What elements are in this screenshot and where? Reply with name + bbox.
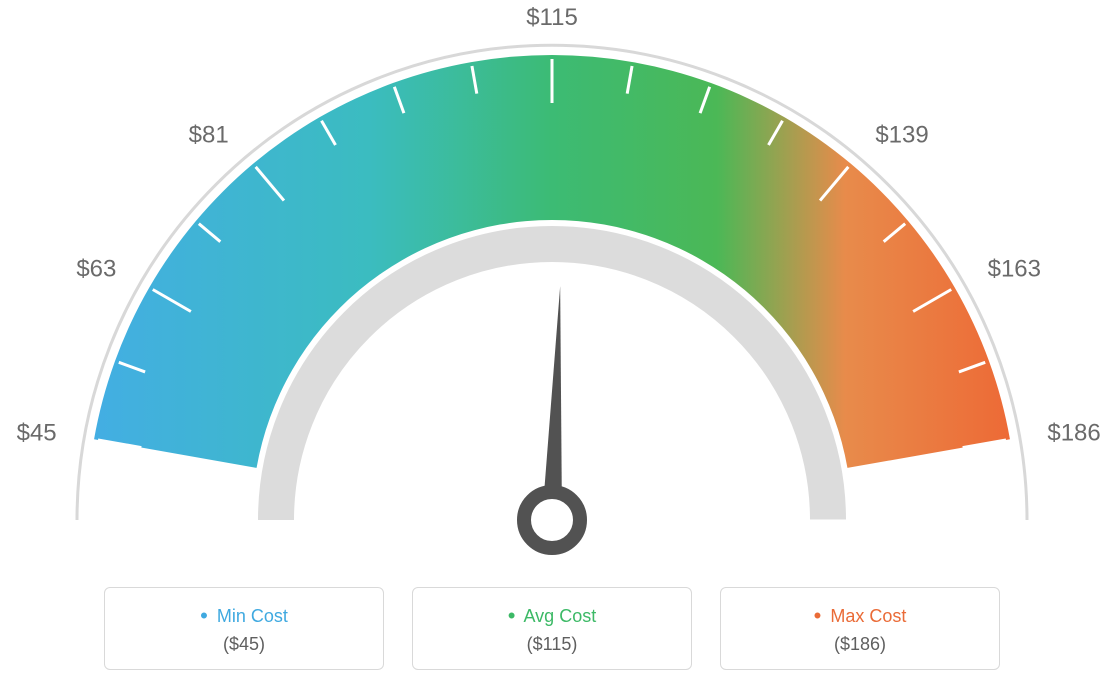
svg-text:$115: $115 xyxy=(526,4,578,31)
legend-card-avg: • Avg Cost ($115) xyxy=(412,587,692,670)
svg-text:$139: $139 xyxy=(875,122,928,149)
cost-gauge-chart: $45 $63 $81 $115 $139 $163 $186 xyxy=(0,0,1104,570)
legend-value-avg: ($115) xyxy=(413,634,691,655)
dot-icon-avg: • xyxy=(508,603,516,628)
svg-text:$63: $63 xyxy=(76,256,116,283)
dot-icon-max: • xyxy=(814,603,822,628)
legend-label-max: Max Cost xyxy=(830,606,906,626)
svg-text:$163: $163 xyxy=(988,256,1041,283)
legend-title-max: • Max Cost xyxy=(721,602,999,628)
legend-value-min: ($45) xyxy=(105,634,383,655)
gauge-svg: $45 $63 $81 $115 $139 $163 $186 xyxy=(0,0,1104,570)
svg-text:$186: $186 xyxy=(1047,420,1100,447)
legend-card-min: • Min Cost ($45) xyxy=(104,587,384,670)
dot-icon-min: • xyxy=(200,603,208,628)
legend-value-max: ($186) xyxy=(721,634,999,655)
svg-text:$45: $45 xyxy=(17,420,57,447)
legend-title-min: • Min Cost xyxy=(105,602,383,628)
legend-label-avg: Avg Cost xyxy=(524,606,597,626)
svg-text:$81: $81 xyxy=(189,122,229,149)
legend-card-max: • Max Cost ($186) xyxy=(720,587,1000,670)
legend-row: • Min Cost ($45) • Avg Cost ($115) • Max… xyxy=(0,587,1104,670)
legend-title-avg: • Avg Cost xyxy=(413,602,691,628)
legend-label-min: Min Cost xyxy=(217,606,288,626)
